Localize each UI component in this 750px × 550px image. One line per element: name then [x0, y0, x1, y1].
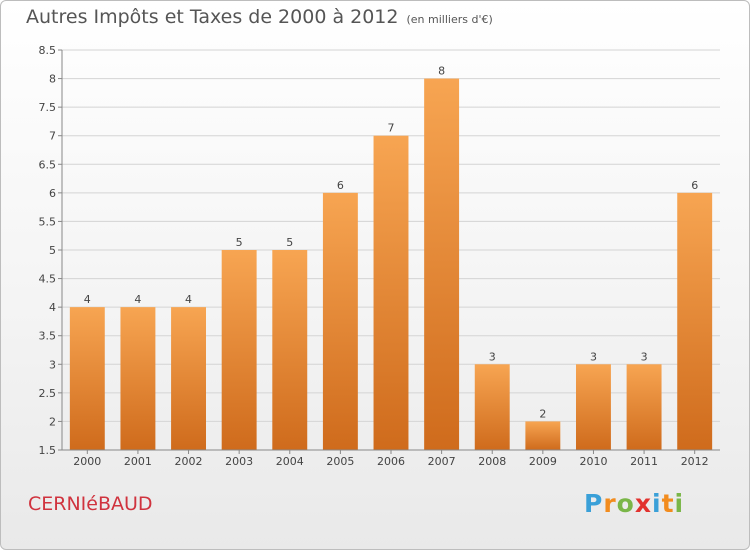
- bar: [322, 192, 358, 450]
- data-label: 3: [590, 350, 597, 363]
- town-name: CERNIéBAUD: [28, 493, 153, 515]
- x-tick-label: 2003: [225, 455, 253, 468]
- chart-title: Autres Impôts et Taxes de 2000 à 2012 (en…: [26, 6, 493, 28]
- bar: [69, 307, 105, 450]
- data-label: 5: [286, 236, 293, 249]
- bar: [677, 192, 713, 450]
- chart-title-text: Autres Impôts et Taxes de 2000 à 2012: [26, 6, 399, 28]
- data-label: 8: [438, 65, 445, 78]
- x-tick-label: 2002: [175, 455, 203, 468]
- x-tick-label: 2005: [326, 455, 354, 468]
- x-tick-label: 2011: [630, 455, 658, 468]
- x-tick-label: 2004: [276, 455, 304, 468]
- y-tick-label: 8.5: [39, 44, 57, 57]
- data-label: 2: [539, 407, 546, 420]
- y-tick-label: 5.5: [39, 215, 57, 228]
- logo-letter: r: [603, 489, 617, 518]
- data-label: 7: [388, 122, 395, 135]
- y-tick-label: 7.5: [39, 101, 57, 114]
- chart-subtitle: (en milliers d'€): [406, 13, 493, 26]
- logo-letter: o: [616, 489, 635, 518]
- y-tick-label: 4: [49, 301, 56, 314]
- y-tick-label: 7: [49, 130, 56, 143]
- bar: [525, 421, 561, 450]
- proxiti-logo: Proxiti: [584, 489, 684, 518]
- y-tick-label: 5: [49, 244, 56, 257]
- data-label: 4: [84, 293, 91, 306]
- data-label: 3: [489, 350, 496, 363]
- bar: [221, 250, 257, 450]
- bar: [575, 364, 611, 450]
- data-label: 5: [236, 236, 243, 249]
- bar: [373, 135, 409, 450]
- bar: [120, 307, 156, 450]
- logo-letter: x: [634, 489, 652, 518]
- y-tick-label: 8: [49, 73, 56, 86]
- bar: [626, 364, 662, 450]
- logo-letter: i: [674, 489, 685, 518]
- y-tick-label: 3: [49, 358, 56, 371]
- bar: [424, 78, 460, 451]
- x-tick-label: 2006: [377, 455, 405, 468]
- y-tick-label: 6: [49, 187, 56, 200]
- data-label: 4: [134, 293, 141, 306]
- logo-letter: t: [661, 489, 675, 518]
- x-tick-label: 2001: [124, 455, 152, 468]
- y-tick-label: 4.5: [39, 273, 57, 286]
- y-tick-label: 2.5: [39, 387, 57, 400]
- data-label: 3: [641, 350, 648, 363]
- data-label: 6: [691, 179, 698, 192]
- bar: [272, 250, 308, 450]
- x-tick-label: 2009: [529, 455, 557, 468]
- data-label: 6: [337, 179, 344, 192]
- logo-letter: i: [652, 489, 662, 518]
- x-tick-label: 2012: [681, 455, 709, 468]
- x-tick-label: 2010: [579, 455, 607, 468]
- y-tick-label: 1.5: [39, 444, 57, 457]
- y-tick-label: 2: [49, 415, 56, 428]
- x-tick-label: 2007: [428, 455, 456, 468]
- y-tick-label: 6.5: [39, 158, 57, 171]
- logo-letter: P: [584, 489, 604, 518]
- x-tick-label: 2008: [478, 455, 506, 468]
- bar: [474, 364, 510, 450]
- y-tick-label: 3.5: [39, 330, 57, 343]
- x-tick-label: 2000: [73, 455, 101, 468]
- bar: [171, 307, 207, 450]
- data-label: 4: [185, 293, 192, 306]
